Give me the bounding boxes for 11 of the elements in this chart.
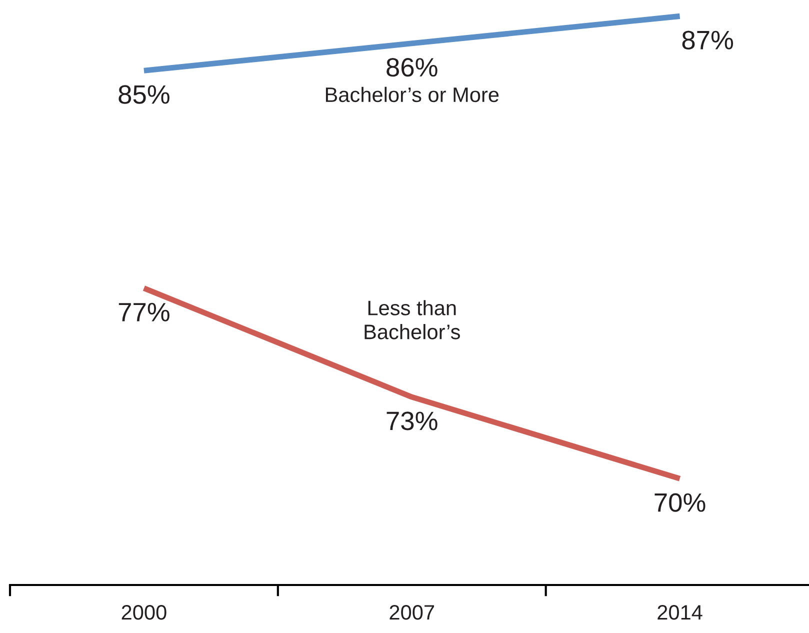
data-label: 70% <box>654 493 706 512</box>
data-label: 85% <box>118 85 170 104</box>
data-label: 73% <box>386 412 438 430</box>
series-label: Bachelor’s or More <box>326 86 499 102</box>
data-label: 77% <box>118 302 170 322</box>
x-tick-label: 2000 <box>122 604 166 620</box>
x-tick-label: 2014 <box>658 604 702 620</box>
series-label: Less than Bachelor’s <box>364 300 460 340</box>
data-label: 86% <box>386 58 438 77</box>
x-tick-label: 2007 <box>390 604 434 620</box>
data-label: 87% <box>682 30 734 50</box>
